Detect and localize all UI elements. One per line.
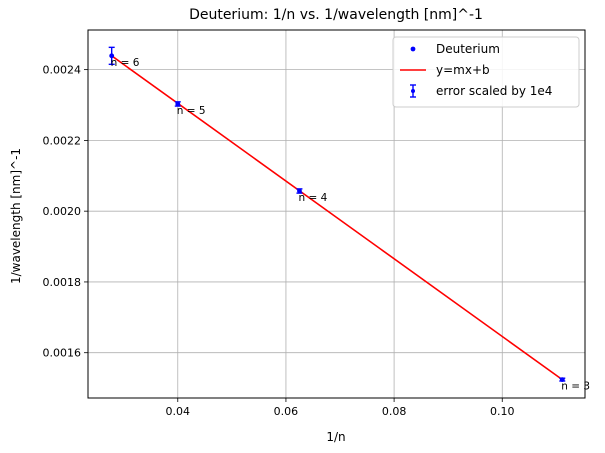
x-tick-label: 0.04 (166, 405, 191, 418)
y-axis-label: 1/wavelength [nm]^-1 (9, 148, 23, 284)
legend-label: y=mx+b (436, 63, 490, 77)
y-tick-label: 0.0020 (43, 205, 82, 218)
x-tick-label: 0.06 (274, 405, 299, 418)
data-point (175, 101, 181, 107)
legend-label: Deuterium (436, 42, 500, 56)
point-annotation: n = 4 (298, 192, 327, 204)
y-tick-label: 0.0016 (43, 347, 82, 360)
y-tick-label: 0.0018 (43, 276, 82, 289)
legend-label: error scaled by 1e4 (436, 84, 552, 98)
x-axis-label: 1/n (326, 430, 345, 444)
y-axis-ticks: 0.0016 0.0018 0.0020 0.0022 0.0024 (43, 64, 88, 360)
x-tick-label: 0.10 (490, 405, 515, 418)
point-annotation: n = 5 (177, 105, 206, 117)
legend: Deuterium y=mx+b error scaled by 1e4 (392, 36, 580, 108)
legend-marker-points (410, 46, 416, 52)
x-axis-ticks: 0.04 0.06 0.08 0.10 (166, 398, 515, 418)
point-annotation: n = 3 (561, 381, 590, 393)
data-point (559, 377, 565, 382)
x-tick-label: 0.08 (382, 405, 407, 418)
point-annotation: n = 6 (111, 57, 140, 69)
plot-frame (87, 29, 586, 399)
fit-line (111, 55, 563, 381)
legend-box (392, 36, 580, 108)
legend-marker-errorbar-point (411, 89, 415, 93)
y-tick-label: 0.0024 (43, 64, 82, 77)
data-point (297, 188, 302, 194)
chart-title: Deuterium: 1/n vs. 1/wavelength [nm]^-1 (189, 7, 483, 23)
data-point (109, 53, 115, 59)
series-layer (108, 46, 566, 382)
annotations-layer: n = 6 n = 5 n = 4 n = 3 (111, 57, 590, 393)
y-tick-label: 0.0022 (43, 134, 82, 147)
